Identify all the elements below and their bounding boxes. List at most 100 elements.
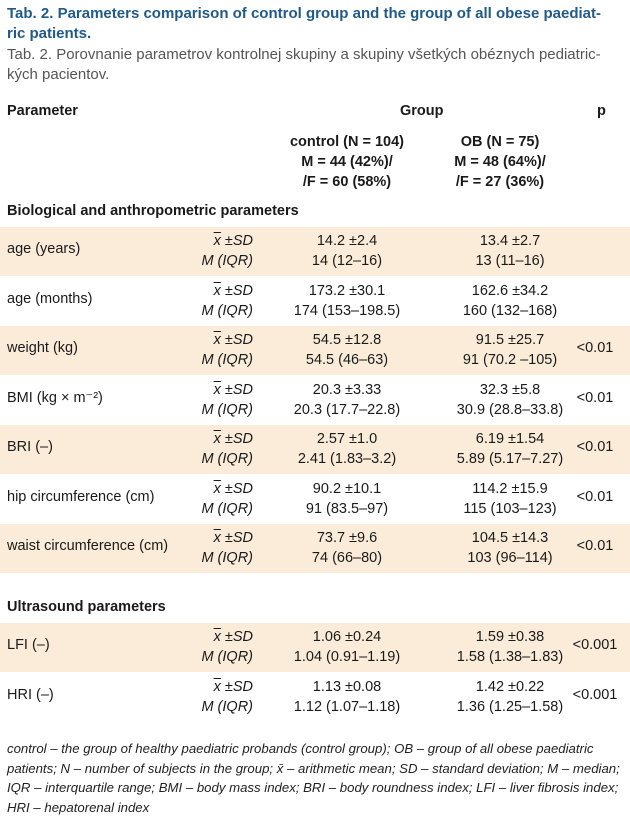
row-parameter: BRI (–) xyxy=(7,439,53,455)
ob-median-iqr: 160 (132–168) xyxy=(462,303,558,319)
row-p-value: <0.01 xyxy=(576,439,614,455)
row-ob-values: 32.3 ±5.8 30.9 (28.8–33.8) xyxy=(425,380,595,420)
ob-female: /F = 27 (36%) xyxy=(455,174,545,190)
ob-mean-sd: 104.5 ±14.3 xyxy=(471,530,549,546)
row-parameter: HRI (–) xyxy=(7,687,54,703)
row-ob-values: 13.4 ±2.7 13 (11–16) xyxy=(425,231,595,271)
table-row: age (years) x ±SD M (IQR) 14.2 ±2.4 14 (12–1… xyxy=(0,227,630,276)
stat-median-iqr: M (IQR) xyxy=(201,451,253,467)
stat-mean-sd: x ±SD xyxy=(213,679,253,695)
control-median-iqr: 74 (66–80) xyxy=(311,550,383,566)
ob-mean-sd: 13.4 ±2.7 xyxy=(479,233,541,249)
row-control-values: 173.2 ±30.1 174 (153–198.5) xyxy=(262,281,432,321)
row-ob-values: 91.5 ±25.7 91 (70.2 –105) xyxy=(425,330,595,370)
stat-median-iqr: M (IQR) xyxy=(201,352,253,368)
ob-mean-sd: 1.42 ±0.22 xyxy=(475,679,545,695)
control-mean-sd: 73.7 ±9.6 xyxy=(316,530,378,546)
stat-mean-sd: x ±SD xyxy=(213,481,253,497)
row-control-values: 20.3 ±3.33 20.3 (17.7–22.8) xyxy=(262,380,432,420)
header-control-group: control (N = 104) M = 44 (42%)/ /F = 60 … xyxy=(262,132,432,192)
ob-median-iqr: 13 (11–16) xyxy=(475,253,545,269)
row-control-values: 14.2 ±2.4 14 (12–16) xyxy=(262,231,432,271)
row-stat-labels: x ±SD M (IQR) xyxy=(185,330,253,370)
row-control-values: 2.57 ±1.0 2.41 (1.83–3.2) xyxy=(262,429,432,469)
row-p-value: <0.01 xyxy=(576,489,614,505)
table-row: BMI (kg × m⁻²) x ±SD M (IQR) 20.3 ±3.33 20.3… xyxy=(0,376,630,425)
section-ultrasound: Ultrasound parameters xyxy=(7,599,166,615)
ob-median-iqr: 91 (70.2 –105) xyxy=(462,352,558,368)
section-biological: Biological and anthropometric parameters xyxy=(7,203,299,219)
row-ob-values: 114.2 ±15.9 115 (103–123) xyxy=(425,479,595,519)
stat-mean-sd: x ±SD xyxy=(213,332,253,348)
row-stat-labels: x ±SD M (IQR) xyxy=(185,380,253,420)
ob-median-iqr: 1.58 (1.38–1.83) xyxy=(456,649,564,665)
header-parameter: Parameter xyxy=(7,103,78,119)
header-group: Group xyxy=(400,103,444,119)
ob-median-iqr: 5.89 (5.17–7.27) xyxy=(456,451,564,467)
row-stat-labels: x ±SD M (IQR) xyxy=(185,528,253,568)
row-control-values: 54.5 ±12.8 54.5 (46–63) xyxy=(262,330,432,370)
row-stat-labels: x ±SD M (IQR) xyxy=(185,429,253,469)
ob-median-iqr: 1.36 (1.25–1.58) xyxy=(456,699,564,715)
row-ob-values: 162.6 ±34.2 160 (132–168) xyxy=(425,281,595,321)
stat-mean-sd: x ±SD xyxy=(213,629,253,645)
ob-mean-sd: 162.6 ±34.2 xyxy=(471,283,549,299)
row-stat-labels: x ±SD M (IQR) xyxy=(185,281,253,321)
row-ob-values: 104.5 ±14.3 103 (96–114) xyxy=(425,528,595,568)
row-p-value: <0.01 xyxy=(576,538,614,554)
header-p: p xyxy=(597,103,606,119)
row-control-values: 1.13 ±0.08 1.12 (1.07–1.18) xyxy=(262,677,432,717)
table-row: hip circumference (cm) x ±SD M (IQR) 90.2 ±… xyxy=(0,475,630,524)
stat-mean-sd: x ±SD xyxy=(213,382,253,398)
ob-mean-sd: 6.19 ±1.54 xyxy=(475,431,545,447)
control-median-iqr: 20.3 (17.7–22.8) xyxy=(293,402,401,418)
row-stat-labels: x ±SD M (IQR) xyxy=(185,479,253,519)
row-ob-values: 6.19 ±1.54 5.89 (5.17–7.27) xyxy=(425,429,595,469)
stat-median-iqr: M (IQR) xyxy=(201,649,253,665)
control-median-iqr: 54.5 (46–63) xyxy=(305,352,389,368)
control-mean-sd: 1.13 ±0.08 xyxy=(312,679,382,695)
table-subtitle-line-1: Tab. 2. Porovnanie parametrov kontrolnej… xyxy=(7,46,601,63)
row-parameter: age (months) xyxy=(7,291,93,307)
control-mean-sd: 2.57 ±1.0 xyxy=(316,431,378,447)
stat-median-iqr: M (IQR) xyxy=(201,253,253,269)
stat-median-iqr: M (IQR) xyxy=(201,303,253,319)
row-control-values: 1.06 ±0.24 1.04 (0.91–1.19) xyxy=(262,627,432,667)
row-control-values: 90.2 ±10.1 91 (83.5–97) xyxy=(262,479,432,519)
table-row: HRI (–) x ±SD M (IQR) 1.13 ±0.08 1.12 (1.07–… xyxy=(0,673,630,722)
control-n: control (N = 104) xyxy=(289,134,404,150)
ob-mean-sd: 114.2 ±15.9 xyxy=(472,481,548,497)
control-median-iqr: 1.04 (0.91–1.19) xyxy=(293,649,401,665)
stat-median-iqr: M (IQR) xyxy=(201,699,253,715)
stat-mean-sd: x ±SD xyxy=(213,283,253,299)
row-stat-labels: x ±SD M (IQR) xyxy=(185,627,253,667)
ob-n: OB (N = 75) xyxy=(460,134,540,150)
table-row: waist circumference (cm) x ±SD M (IQR) 73.7… xyxy=(0,524,630,573)
stat-median-iqr: M (IQR) xyxy=(201,402,253,418)
table-row: age (months) x ±SD M (IQR) 173.2 ±30.1 174 (… xyxy=(0,277,630,326)
control-mean-sd: 90.2 ±10.1 xyxy=(312,481,382,497)
control-mean-sd: 173.2 ±30.1 xyxy=(308,283,386,299)
table-subtitle: Tab. 2. Porovnanie parametrov kontrolnej… xyxy=(7,45,623,85)
row-p-value: <0.001 xyxy=(572,687,618,703)
row-stat-labels: x ±SD M (IQR) xyxy=(185,231,253,271)
row-p-value: <0.001 xyxy=(572,637,618,653)
control-median-iqr: 91 (83.5–97) xyxy=(305,501,389,517)
row-p-value: <0.01 xyxy=(576,390,614,406)
row-p-value: <0.01 xyxy=(576,340,614,356)
row-ob-values: 1.42 ±0.22 1.36 (1.25–1.58) xyxy=(425,677,595,717)
table-title-line-1: Tab. 2. Parameters comparison of control… xyxy=(7,5,601,22)
control-mean-sd: 1.06 ±0.24 xyxy=(312,629,382,645)
row-parameter: age (years) xyxy=(7,241,81,257)
control-mean-sd: 20.3 ±3.33 xyxy=(312,382,382,398)
ob-mean-sd: 1.59 ±0.38 xyxy=(475,629,545,645)
stat-median-iqr: M (IQR) xyxy=(201,501,253,517)
table-row: weight (kg) x ±SD M (IQR) 54.5 ±12.8 54.5 (4… xyxy=(0,326,630,375)
header-ob-group: OB (N = 75) M = 48 (64%)/ /F = 27 (36%) xyxy=(415,132,585,192)
control-median-iqr: 14 (12–16) xyxy=(311,253,383,269)
table-title-line-2: ric patients. xyxy=(7,25,92,42)
row-control-values: 73.7 ±9.6 74 (66–80) xyxy=(262,528,432,568)
ob-male: M = 48 (64%)/ xyxy=(454,154,546,170)
ob-median-iqr: 115 (103–123) xyxy=(463,501,557,517)
row-parameter: weight (kg) xyxy=(7,340,78,356)
